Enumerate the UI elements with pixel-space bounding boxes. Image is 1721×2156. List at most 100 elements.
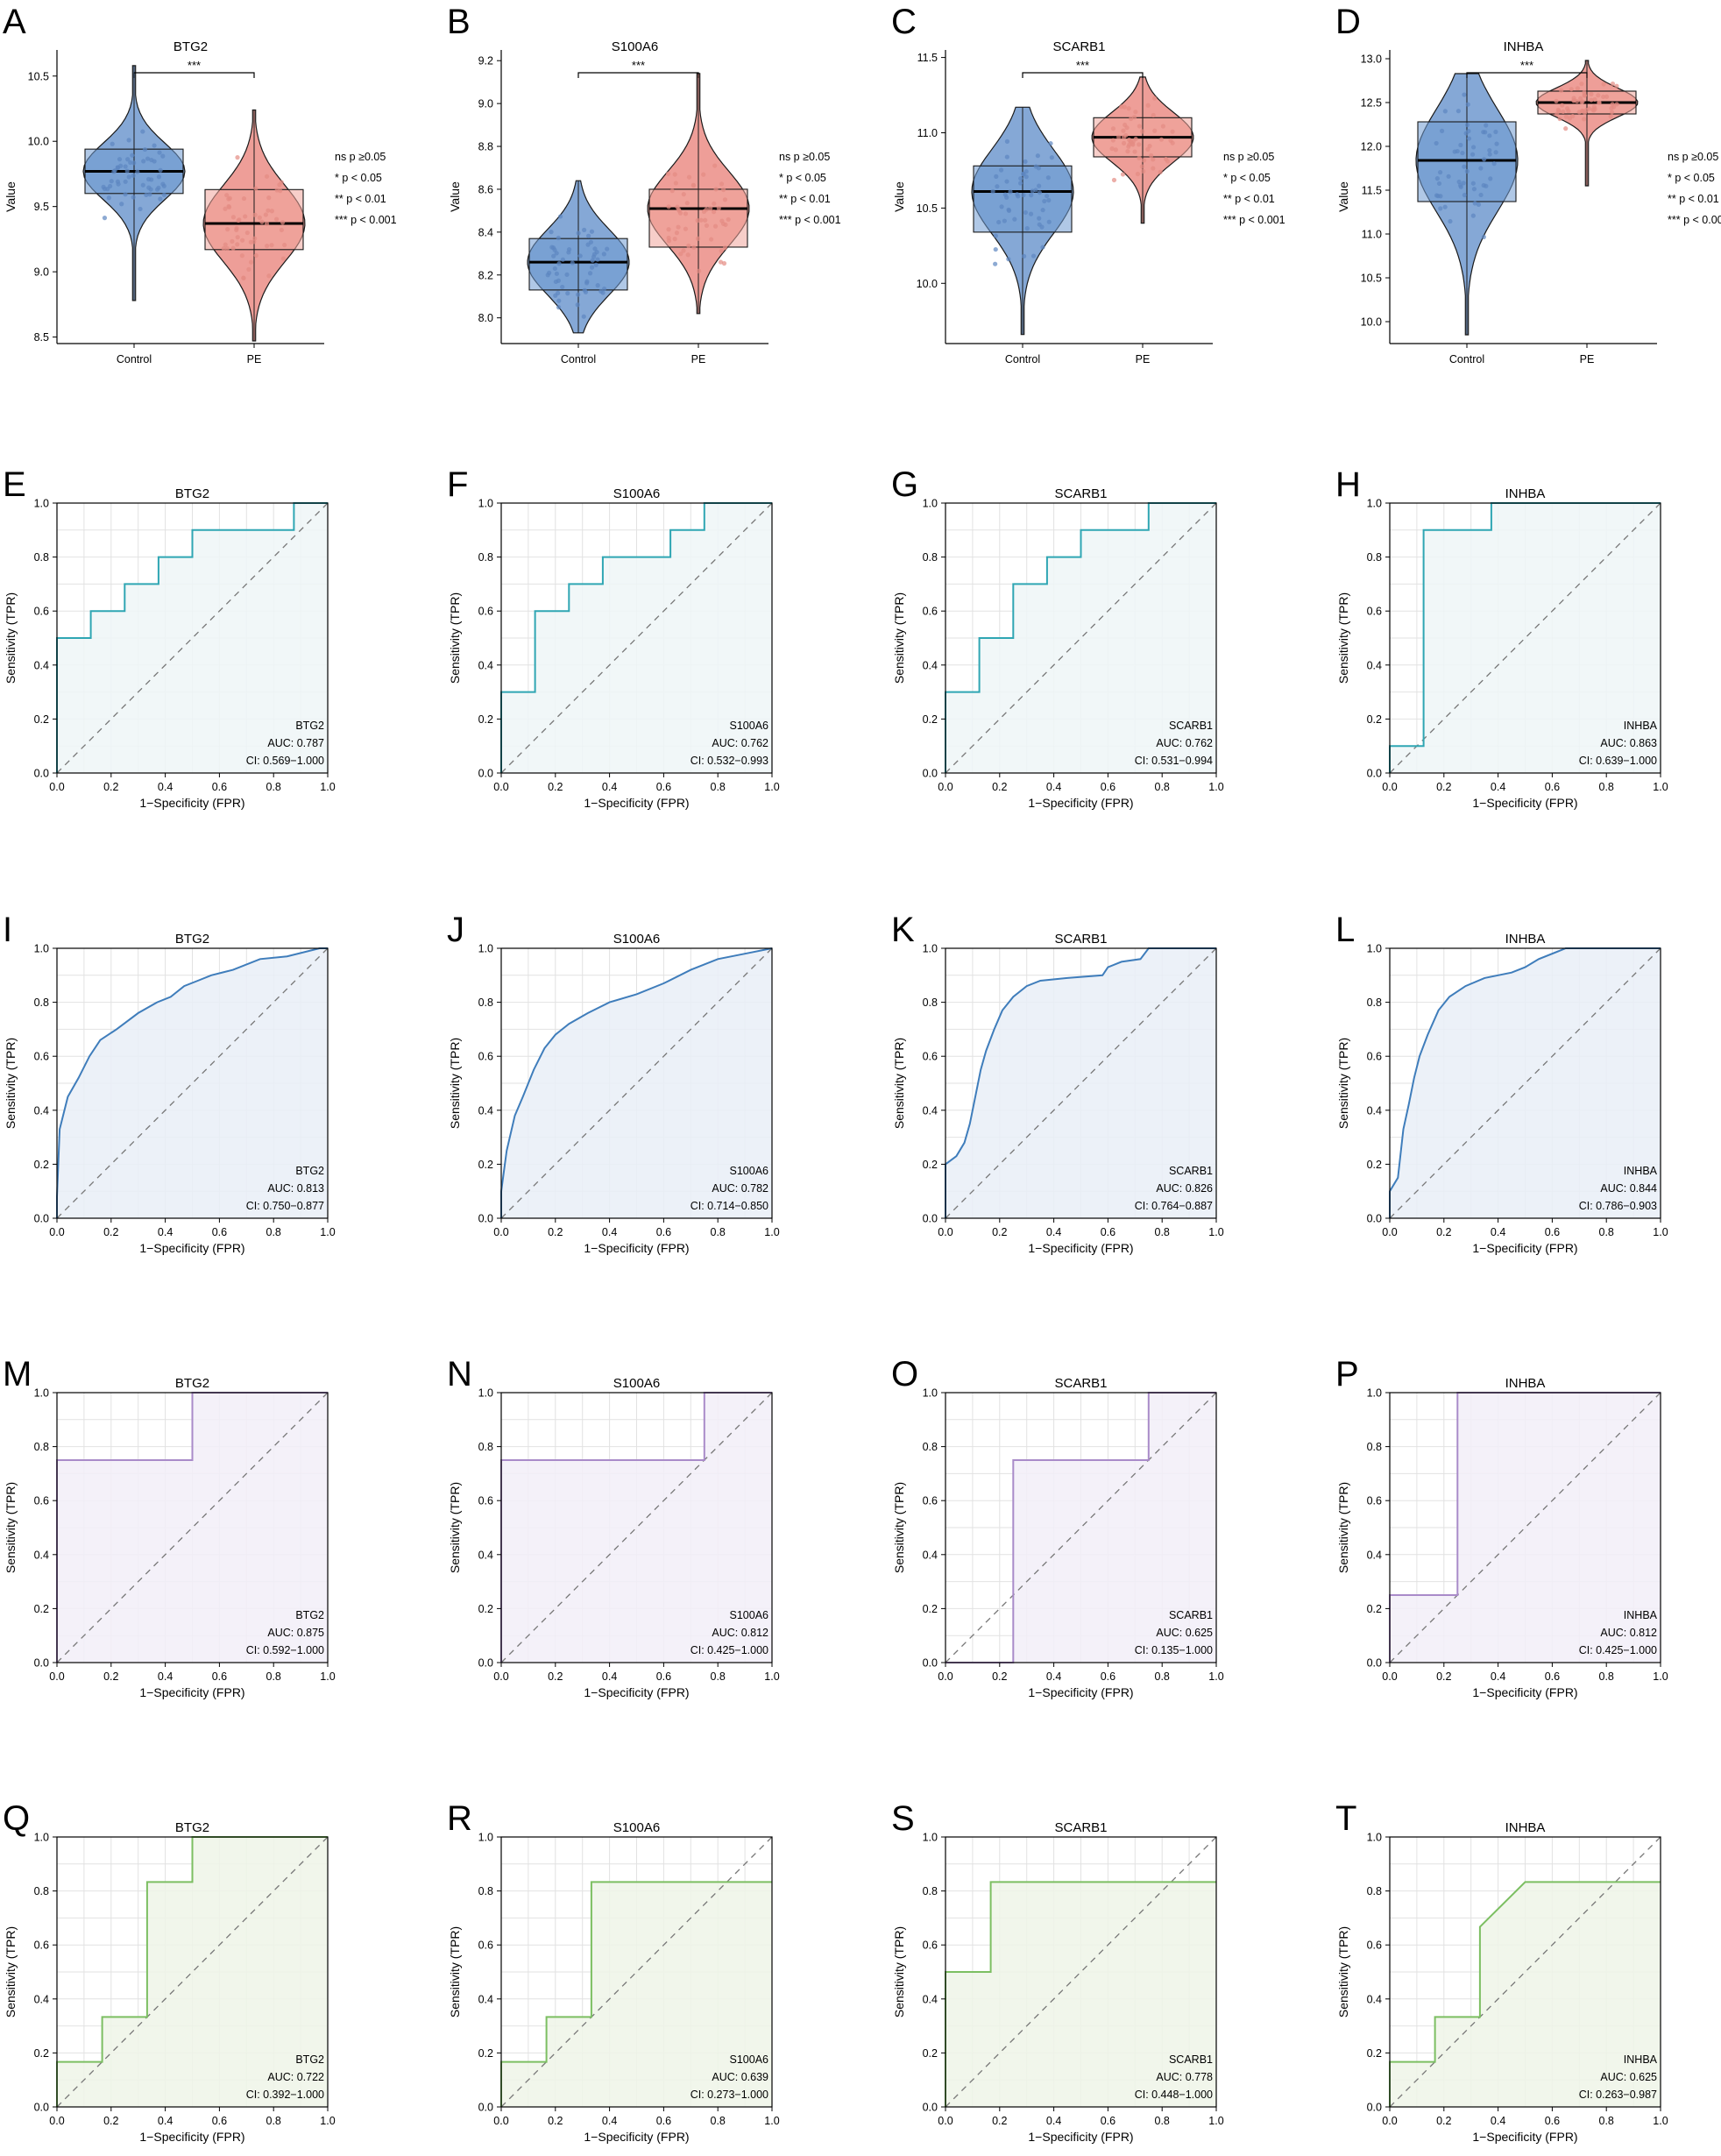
data-point [553,293,558,298]
data-point [1596,93,1601,98]
panel-title: INHBA [1505,486,1546,501]
data-point [564,272,570,277]
y-tick-label: 0.6 [1367,606,1382,618]
panel-letter: I [3,911,12,949]
data-point [1049,155,1054,160]
data-point [1012,216,1017,222]
data-point [225,227,230,232]
annotation-ci: CI: 0.392−1.000 [246,2089,324,2101]
y-tick-label: 1.0 [34,1387,49,1400]
data-point [1446,174,1451,179]
data-point [115,179,121,184]
data-point [1439,128,1445,133]
y-tick-label: 12.0 [1361,141,1382,153]
data-point [1569,87,1574,92]
y-tick-label: 9.2 [478,55,493,67]
x-tick-label: 0.2 [548,1670,563,1683]
y-axis-label: Sensitivity (TPR) [4,1038,18,1129]
data-point [684,201,690,206]
x-tick-label: 0.2 [1436,1670,1451,1683]
annotation-auc: AUC: 0.826 [1156,1182,1213,1195]
y-tick-label: 0.0 [923,1657,938,1670]
panel-title: INHBA [1505,1820,1546,1835]
x-tick-label: 0.4 [1046,781,1061,793]
roc-area [501,1882,772,2107]
data-point [1458,184,1463,189]
roc-panel-k: K SCARB1 0.00.0 0.2 0.2 0.4 0.4 0.6 0.6 0.8 0.8 1.0… [891,911,1224,1255]
x-tick-label: 0.8 [1155,1226,1170,1238]
x-tick-label: 0.6 [656,2115,671,2127]
data-point [241,195,247,202]
x-axis-label: 1−Specificity (FPR) [1472,796,1577,810]
data-point [1488,176,1493,181]
annotation-gene: SCARB1 [1169,2053,1213,2066]
data-point [1120,172,1126,177]
legend-entry: ns p ≥0.05 [335,151,386,163]
data-point [581,314,586,319]
data-point [595,257,600,262]
panel-letter: L [1335,911,1355,949]
data-point [102,186,108,192]
data-point [1023,209,1028,216]
significance-bracket [1022,72,1144,78]
legend-entry: *** p < 0.001 [335,214,397,226]
y-axis-label: Sensitivity (TPR) [1336,1482,1350,1573]
roc-curve [56,502,328,773]
data-point [666,227,671,232]
x-tick-label: 0.0 [938,1226,953,1238]
data-point [156,174,162,180]
x-tick-label: 0.4 [158,2115,173,2127]
data-point [266,273,272,279]
y-tick-label: 0.0 [34,768,49,780]
data-point [1002,218,1007,223]
data-point [1571,96,1576,101]
data-point [1170,140,1175,145]
data-point [719,248,724,253]
data-point [1460,150,1465,156]
data-point [999,204,1004,209]
y-tick-label: 0.2 [34,1159,49,1171]
y-axis-label: Sensitivity (TPR) [892,1038,906,1129]
data-point [695,218,700,223]
data-point [282,242,287,248]
legend-entry: *** p < 0.001 [779,214,841,226]
data-point [998,167,1004,173]
data-point [1137,155,1142,161]
y-tick-label: 12.5 [1361,97,1382,110]
data-point [248,239,253,245]
data-point [1478,166,1484,171]
data-point [145,156,151,161]
y-tick-label: 0.2 [923,1159,938,1171]
panel-letter: H [1335,465,1361,504]
x-tick-label: Control [561,353,596,365]
x-axis-label: 1−Specificity (FPR) [139,1685,244,1699]
data-point [1481,234,1486,239]
data-point [1491,161,1497,167]
x-tick-label: 0.6 [656,1670,671,1683]
panel-letter: N [447,1355,472,1394]
legend-entry: * p < 0.05 [779,172,826,184]
data-point [123,164,128,169]
x-tick-label: 0.0 [49,2115,64,2127]
y-tick-label: 0.4 [34,1993,49,2005]
data-point [583,289,589,294]
y-tick-label: 0.0 [1367,2102,1382,2114]
data-point [703,217,708,223]
data-point [1557,116,1562,122]
x-axis-label: 1−Specificity (FPR) [1472,2130,1577,2144]
data-point [1170,129,1175,134]
plot-frame [945,1836,1217,2108]
data-point [264,174,270,179]
y-axis-label: Sensitivity (TPR) [1336,592,1350,684]
y-axis-label: Sensitivity (TPR) [448,1926,462,2018]
data-point [131,173,136,178]
data-point [1482,157,1487,162]
violin-panel-c: C SCARB1 10.0 10.5 11.0 11.5 Value Control PE ***… [891,3,1285,365]
panel-title: SCARB1 [1054,1376,1107,1391]
data-point [126,174,131,180]
data-point [1110,126,1116,131]
data-point [995,184,1000,189]
roc-area [1390,1882,1661,2107]
data-point [1137,142,1142,147]
data-point [1145,146,1151,152]
